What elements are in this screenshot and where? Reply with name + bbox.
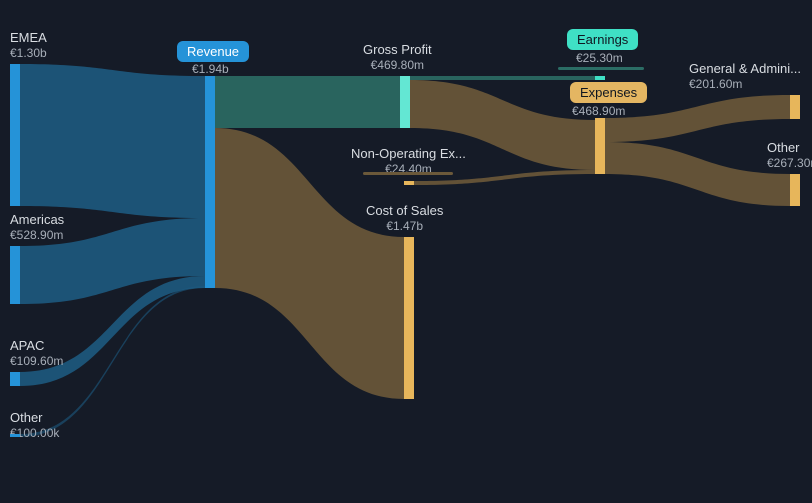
label-gross: Gross Profit €469.80m	[363, 42, 432, 73]
value-ga: €201.60m	[689, 77, 801, 92]
underline-earnings	[558, 67, 644, 70]
node-earnings[interactable]	[595, 76, 605, 80]
label-other-dst: Other €267.30m	[767, 140, 812, 171]
node-ga[interactable]	[790, 95, 800, 119]
value-emea: €1.30b	[10, 46, 47, 61]
value-americas: €528.90m	[10, 228, 64, 243]
node-expenses[interactable]	[595, 118, 605, 174]
node-revenue[interactable]	[205, 76, 215, 288]
flow-expenses-other_dst[interactable]	[605, 142, 790, 206]
node-americas[interactable]	[10, 246, 20, 304]
title-other-src: Other	[10, 410, 59, 426]
sankey-chart: EMEA €1.30b Americas €528.90m APAC €109.…	[0, 0, 812, 503]
label-americas: Americas €528.90m	[10, 212, 64, 243]
value-earnings: €25.30m	[576, 51, 623, 65]
title-gross: Gross Profit	[363, 42, 432, 58]
node-gross-profit[interactable]	[400, 76, 410, 128]
value-cost: €1.47b	[366, 219, 443, 234]
pill-revenue[interactable]: Revenue	[177, 41, 249, 62]
node-other-dst[interactable]	[790, 174, 800, 206]
title-apac: APAC	[10, 338, 63, 354]
label-emea: EMEA €1.30b	[10, 30, 47, 61]
title-cost: Cost of Sales	[366, 203, 443, 219]
flow-emea-revenue[interactable]	[20, 64, 205, 218]
title-emea: EMEA	[10, 30, 47, 46]
label-apac: APAC €109.60m	[10, 338, 63, 369]
value-expenses: €468.90m	[572, 104, 625, 118]
value-gross: €469.80m	[363, 58, 432, 73]
flow-apac-revenue[interactable]	[20, 276, 205, 386]
underline-nonop	[363, 172, 453, 175]
node-emea[interactable]	[10, 64, 20, 206]
label-cost: Cost of Sales €1.47b	[366, 203, 443, 234]
flow-revenue-gross[interactable]	[215, 76, 400, 128]
node-other-src[interactable]	[10, 434, 20, 437]
title-other-dst: Other	[767, 140, 812, 156]
title-nonop: Non-Operating Ex...	[351, 146, 466, 162]
node-nonop[interactable]	[404, 181, 414, 185]
label-ga: General & Admini... €201.60m	[689, 61, 801, 92]
value-nonop: €24.40m	[351, 162, 466, 177]
pill-earnings[interactable]: Earnings	[567, 29, 638, 50]
node-apac[interactable]	[10, 372, 20, 386]
node-cost-of-sales[interactable]	[404, 237, 414, 399]
title-ga: General & Admini...	[689, 61, 801, 77]
pill-expenses[interactable]: Expenses	[570, 82, 647, 103]
value-other-dst: €267.30m	[767, 156, 812, 171]
flow-gross-earnings[interactable]	[410, 76, 595, 80]
value-apac: €109.60m	[10, 354, 63, 369]
title-americas: Americas	[10, 212, 64, 228]
value-revenue: €1.94b	[192, 62, 229, 76]
